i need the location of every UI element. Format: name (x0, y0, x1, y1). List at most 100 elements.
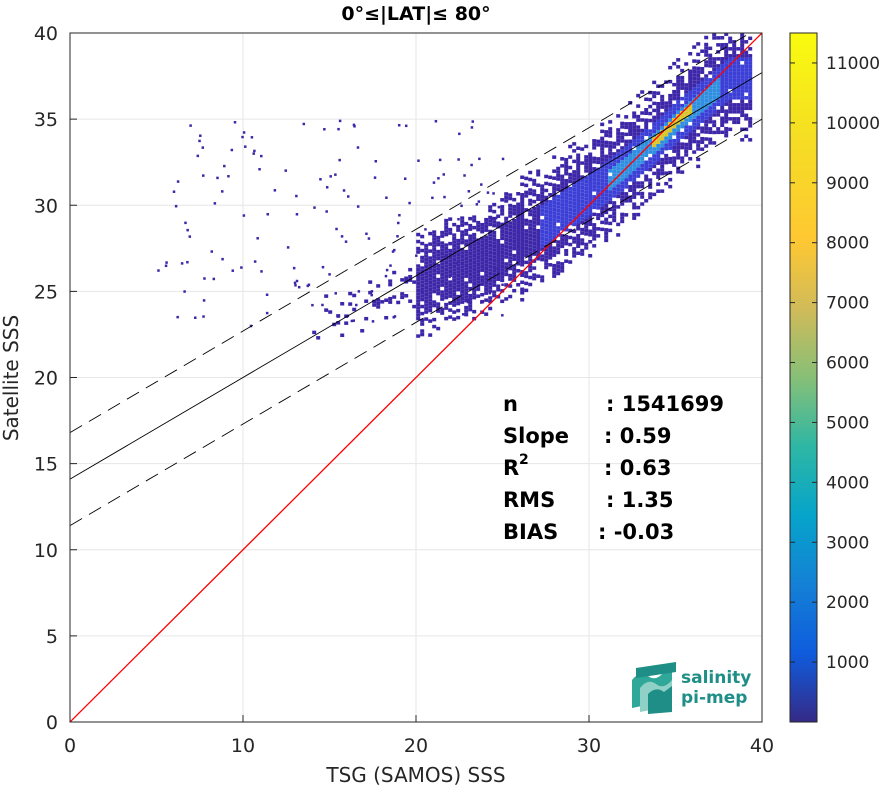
density-cell (388, 279, 393, 283)
x-tick-label: 40 (750, 735, 774, 757)
density-cell (532, 273, 537, 277)
density-cell (728, 106, 733, 111)
density-cell (656, 101, 661, 106)
density-cell (456, 270, 461, 274)
density-cell (736, 96, 741, 100)
density-cell (680, 170, 685, 174)
density-cell (620, 191, 625, 196)
density-cell (424, 285, 429, 290)
density-cell (480, 226, 485, 230)
density-cell (476, 262, 481, 267)
density-cell (720, 120, 725, 124)
density-cell (544, 244, 549, 249)
density-cell (460, 282, 465, 287)
density-cell (696, 84, 701, 88)
density-cell (556, 250, 561, 255)
density-cell (732, 96, 737, 100)
density-cell (728, 103, 733, 107)
density-cell (488, 205, 493, 209)
density-cell (624, 115, 629, 119)
density-cell (632, 132, 637, 136)
density-cell (536, 218, 541, 222)
density-cell (704, 91, 709, 96)
density-cell (652, 154, 657, 158)
density-cell (600, 129, 605, 134)
density-cell (676, 135, 681, 139)
density-cell (632, 125, 637, 129)
density-cell (748, 124, 753, 128)
density-cell (724, 84, 729, 89)
density-cell (680, 121, 685, 125)
density-cell (700, 84, 705, 88)
density-cell (484, 256, 489, 260)
density-cell (608, 151, 613, 156)
density-cell (540, 240, 545, 244)
outlier-cell (260, 270, 263, 273)
density-cell (572, 229, 577, 234)
density-cell (504, 216, 509, 221)
density-cell (688, 80, 693, 84)
density-cell (640, 167, 645, 171)
density-cell (616, 138, 621, 143)
outlier-cell (252, 152, 255, 155)
density-cell (648, 192, 653, 196)
density-cell (416, 285, 421, 289)
density-cell (440, 269, 445, 273)
density-cell (532, 217, 537, 221)
density-cell (564, 248, 569, 253)
density-cell (612, 201, 617, 205)
density-cell (592, 167, 597, 171)
density-cell (424, 282, 429, 286)
density-cell (596, 171, 601, 175)
density-cell (620, 125, 625, 129)
density-cell (700, 136, 705, 141)
density-cell (688, 118, 693, 123)
density-cell (676, 117, 681, 122)
density-cell (624, 171, 629, 175)
density-cell (588, 219, 593, 223)
outlier-cell (212, 277, 216, 281)
density-cell (556, 226, 561, 230)
density-cell (532, 227, 537, 232)
density-cell (456, 315, 461, 320)
density-cell (704, 109, 709, 113)
density-cell (492, 220, 497, 224)
density-cell (644, 111, 649, 116)
density-cell (480, 275, 485, 279)
density-cell (456, 294, 461, 299)
density-cell (512, 243, 517, 247)
density-cell (548, 175, 553, 180)
density-cell (700, 101, 705, 106)
density-cell (524, 218, 529, 223)
density-cell (496, 263, 501, 267)
density-cell (488, 208, 493, 213)
stat-label: RMS (503, 488, 555, 512)
density-cell (428, 284, 433, 288)
density-cell (740, 85, 745, 90)
density-cell (572, 205, 577, 209)
density-cell (576, 177, 581, 182)
density-cell (696, 105, 701, 109)
density-cell (568, 155, 573, 159)
density-cell (672, 96, 677, 101)
outlier-cell (297, 285, 301, 289)
density-cell (420, 283, 425, 288)
density-cell (604, 158, 609, 162)
density-cell (620, 160, 625, 164)
density-cell (416, 267, 421, 272)
density-cell (488, 250, 493, 255)
density-cell (436, 249, 441, 254)
density-cell (484, 259, 489, 264)
density-cell (476, 280, 481, 284)
density-cell (656, 91, 661, 95)
outlier-cell (342, 189, 346, 192)
density-cell (536, 211, 541, 215)
density-cell (564, 178, 569, 183)
density-cell (580, 199, 585, 204)
density-cell (544, 255, 549, 259)
density-cell (440, 290, 445, 294)
density-cell (712, 120, 717, 124)
density-cell (500, 247, 505, 251)
density-cell (740, 68, 745, 72)
density-cell (552, 249, 557, 254)
